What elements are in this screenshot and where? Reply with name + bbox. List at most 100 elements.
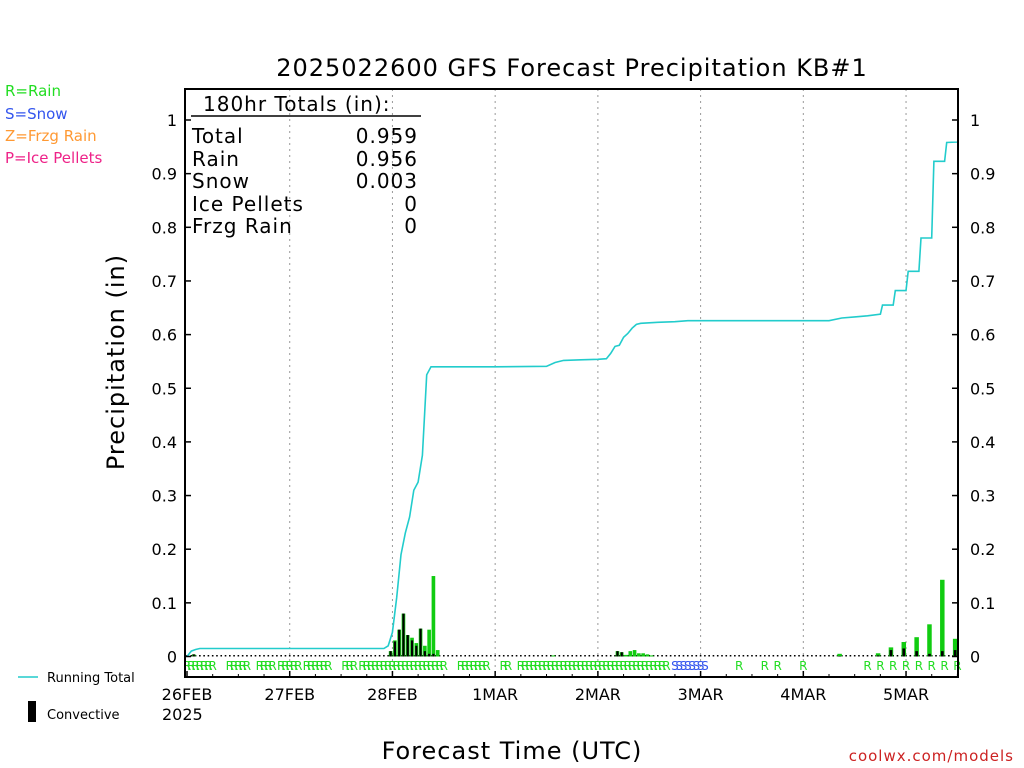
- y-tick-label-right-7: 0.7: [970, 272, 995, 291]
- y-tick-label-right-6: 0.6: [970, 326, 995, 345]
- trace-mark-38: [348, 655, 351, 657]
- totals-total-label: Total: [191, 124, 244, 148]
- ptype-letter-32: R: [367, 659, 375, 673]
- x-year-label: 2025: [162, 705, 203, 724]
- trace-mark-146: [811, 655, 813, 657]
- trace-mark-156: [853, 655, 856, 657]
- ptype-letter-57: R: [500, 659, 508, 673]
- convective-bar-h-4: [402, 613, 405, 657]
- convective-bar-h-6: [410, 640, 414, 657]
- trace-mark-99: [609, 655, 612, 657]
- precip-bar-p3-6: [940, 579, 945, 657]
- trace-mark-98: [605, 655, 608, 657]
- ptype-letter-62: R: [530, 659, 538, 673]
- y-tick-label-right-9: 0.9: [970, 165, 995, 184]
- trace-mark-10: [229, 655, 231, 657]
- trace-mark-31: [318, 655, 321, 657]
- trace-mark-57: [430, 655, 432, 657]
- trace-mark-30: [314, 655, 317, 657]
- trace-mark-24: [288, 655, 291, 657]
- x-tick-label-3: 1MAR: [472, 685, 518, 704]
- trace-mark-8: [220, 655, 223, 657]
- ptype-letter-83: R: [619, 659, 627, 673]
- trace-mark-122: [708, 655, 710, 657]
- ptype-letter-64: R: [538, 659, 546, 673]
- trace-mark-73: [498, 655, 501, 657]
- trace-mark-97: [601, 655, 603, 657]
- x-tick-label-6: 4MAR: [780, 685, 826, 704]
- totals-ice-pellets-label: Ice Pellets: [192, 192, 304, 216]
- ptype-letter-81: R: [611, 659, 619, 673]
- precip-bar-h-17: [628, 651, 633, 657]
- convective-bar-p3-6: [940, 651, 944, 657]
- ptype-letter-7: R: [226, 659, 234, 673]
- trace-mark-90: [571, 655, 573, 657]
- trace-mark-9: [224, 655, 227, 657]
- ptype-letter-80: R: [607, 659, 615, 673]
- ptype-letter-33: R: [371, 659, 379, 673]
- ptype-letter-90: R: [649, 659, 657, 673]
- precip-bar-p3-1: [875, 653, 881, 657]
- trace-mark-81: [532, 655, 535, 657]
- ptype-letter-40: R: [401, 659, 409, 673]
- ptype-letter-79: R: [602, 659, 610, 673]
- totals-ice-pellets-value: 0: [404, 192, 418, 216]
- ptype-letter-104: R: [773, 659, 781, 673]
- trace-mark-17: [258, 655, 261, 657]
- trace-mark-113: [669, 655, 672, 657]
- ptype-letter-55: R: [478, 659, 486, 673]
- ptype-letter-112: R: [940, 659, 948, 673]
- totals-header: 180hr Totals (in):: [203, 92, 391, 116]
- ptype-letter-103: R: [761, 659, 769, 673]
- x-tick-label-5: 3MAR: [678, 685, 724, 704]
- y-tick-label-left-9: 0.9: [152, 165, 177, 184]
- plot-frame: [184, 88, 959, 678]
- totals-frzg-rain-value: 0: [404, 214, 418, 238]
- trace-mark-132: [751, 655, 753, 657]
- credit-link[interactable]: coolwx.com/models: [849, 747, 1014, 765]
- trace-mark-62: [451, 655, 454, 657]
- x-axis-label: Forecast Time (UTC): [382, 737, 643, 765]
- trace-mark-178: [948, 655, 950, 657]
- ptype-letter-70: R: [564, 659, 572, 673]
- trace-mark-112: [665, 655, 668, 657]
- ptype-letter-76: R: [589, 659, 597, 673]
- ptype-letter-12: R: [256, 659, 264, 673]
- trace-mark-29: [310, 655, 312, 657]
- totals-snow-value: 0.003: [356, 169, 418, 193]
- trace-mark-20: [271, 655, 274, 657]
- trace-mark-64: [460, 655, 462, 657]
- trace-mark-125: [721, 655, 723, 657]
- trace-mark-78: [520, 655, 522, 657]
- precip-bar-h-19: [637, 653, 641, 657]
- y-tick-label-left-5: 0.5: [152, 379, 177, 398]
- ptype-letter-100: S: [697, 659, 705, 673]
- ptype-letter-101: S: [701, 659, 709, 673]
- precip-bar-h-10: [427, 629, 431, 657]
- trace-mark-172: [922, 655, 924, 657]
- y-tick-label-left-3: 0.3: [152, 487, 177, 506]
- trace-mark-36: [340, 655, 342, 657]
- ptype-legend-rain: R=Rain: [5, 82, 61, 100]
- trace-mark-163: [883, 655, 886, 657]
- ptype-letter-52: R: [465, 659, 473, 673]
- trace-mark-68: [477, 655, 479, 657]
- ptype-letter-75: R: [585, 659, 593, 673]
- ptype-letter-47: R: [431, 659, 439, 673]
- y-tick-label-left-4: 0.4: [152, 433, 177, 452]
- precip-bar-p3-0: [837, 653, 842, 657]
- totals-total-value: 0.959: [356, 124, 418, 148]
- totals-box: 180hr Totals (in): Total 0.959 Rain 0.95…: [191, 92, 421, 238]
- ptype-letter-98: S: [688, 659, 696, 673]
- ptype-letter-56: R: [482, 659, 490, 673]
- ptype-letter-4: R: [200, 659, 208, 673]
- trace-mark-134: [759, 655, 762, 657]
- ptype-letter-6: R: [209, 659, 217, 673]
- ptype-letter-43: R: [414, 659, 422, 673]
- y-tick-label-left-2: 0.2: [152, 540, 177, 559]
- trace-mark-92: [579, 655, 582, 657]
- ptype-letter-24: R: [316, 659, 324, 673]
- ptype-letter-73: R: [577, 659, 585, 673]
- convective-legend-swatch: [28, 701, 36, 722]
